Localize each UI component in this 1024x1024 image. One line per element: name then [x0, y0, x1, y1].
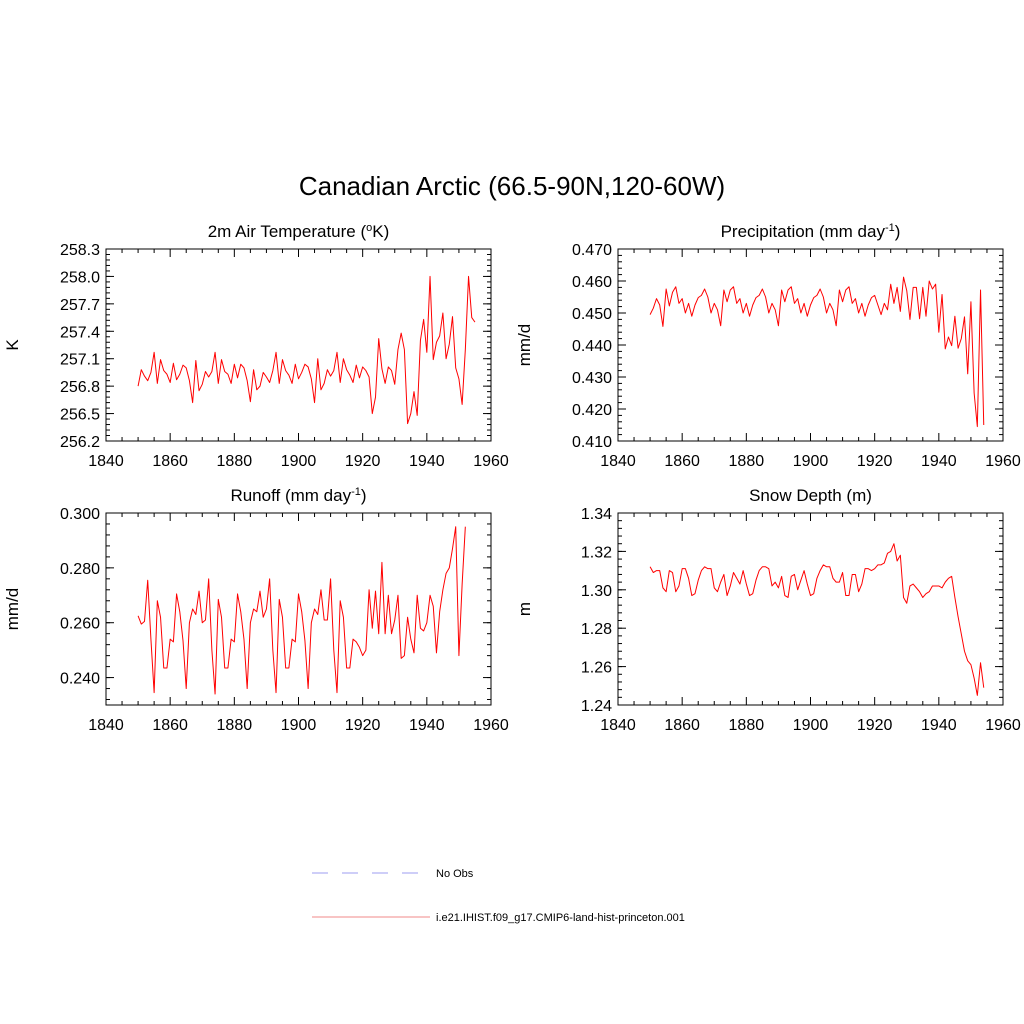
y-axis-label: mm/d [3, 588, 22, 631]
panel-title-sup: -1 [885, 222, 895, 234]
x-tick-label: 1960 [473, 453, 509, 470]
y-tick-label: 1.28 [581, 621, 612, 638]
x-tick-label: 1900 [793, 453, 829, 470]
x-tick-label: 1840 [600, 453, 636, 470]
x-tick-label: 1920 [857, 453, 893, 470]
panel-title: 2m Air Temperature (oK) [208, 222, 390, 241]
y-tick-label: 1.24 [581, 698, 612, 715]
y-tick-label: 258.3 [60, 242, 100, 259]
y-tick-label: 0.430 [572, 370, 612, 387]
panel-title: Runoff (mm day-1) [230, 486, 366, 505]
x-tick-label: 1880 [729, 453, 765, 470]
x-tick-label: 1900 [793, 717, 829, 734]
series-line [649, 543, 985, 696]
x-tick-label: 1860 [664, 453, 700, 470]
x-tick-label: 1840 [88, 717, 124, 734]
y-tick-label: 258.0 [60, 269, 100, 286]
x-tick-label: 1880 [217, 453, 253, 470]
y-tick-label: 0.410 [572, 434, 612, 451]
y-tick-label: 0.460 [572, 274, 612, 291]
legend: No Obs i.e21.IHIST.f09_g17.CMIP6-land-his… [312, 868, 685, 924]
y-tick-label: 1.32 [581, 544, 612, 561]
y-tick-label: 256.2 [60, 434, 100, 451]
panels: 2m Air Temperature (oK) K 1840 1860 1880 1900… [3, 222, 1021, 734]
series-line [137, 526, 466, 695]
y-tick-label: 257.7 [60, 297, 100, 314]
x-tick-label: 1960 [473, 717, 509, 734]
x-tick-label: 1880 [729, 717, 765, 734]
legend-label: No Obs [436, 868, 474, 880]
panel-title-part: Snow Depth (m) [749, 486, 872, 505]
y-tick-label: 257.4 [60, 324, 100, 341]
series-line [137, 275, 476, 425]
panel-4: Snow Depth (m) m 1840 1860 1880 1900 1920 1940 1… [515, 486, 1021, 734]
y-tick-label: 1.34 [581, 506, 612, 523]
legend-entry: No Obs [312, 868, 474, 880]
x-tick-label: 1960 [985, 453, 1021, 470]
y-tick-label: 256.5 [60, 407, 100, 424]
y-tick-label: 0.300 [60, 506, 100, 523]
x-tick-label: 1920 [857, 717, 893, 734]
x-tick-label: 1860 [664, 717, 700, 734]
y-axis-label: m [515, 602, 534, 616]
x-tick-label: 1840 [600, 717, 636, 734]
y-axis-label: K [3, 339, 22, 351]
x-tick-label: 1920 [345, 453, 381, 470]
legend-label: i.e21.IHIST.f09_g17.CMIP6-land-hist-prin… [436, 912, 685, 924]
y-tick-label: 256.8 [60, 379, 100, 396]
panel-1: 2m Air Temperature (oK) K 1840 1860 1880 1900… [3, 222, 509, 470]
panel-title-sup: o [366, 222, 372, 234]
y-tick-label: 0.470 [572, 242, 612, 259]
x-tick-label: 1900 [281, 717, 317, 734]
x-tick-label: 1940 [409, 453, 445, 470]
panel-title: Precipitation (mm day-1) [721, 222, 901, 241]
y-tick-label: 0.260 [60, 616, 100, 633]
series-line [649, 276, 985, 428]
y-tick-label: 0.240 [60, 671, 100, 688]
x-tick-label: 1940 [409, 717, 445, 734]
x-tick-label: 1840 [88, 453, 124, 470]
plot-frame [105, 248, 492, 442]
panel-title-sup: -1 [351, 486, 361, 498]
y-tick-label: 0.440 [572, 338, 612, 355]
x-tick-label: 1940 [921, 717, 957, 734]
y-tick-label: 0.280 [60, 561, 100, 578]
x-tick-label: 1900 [281, 453, 317, 470]
panel-title-part: 2m Air Temperature ( [208, 222, 367, 241]
x-tick-label: 1880 [217, 717, 253, 734]
panel-title-part: K) [372, 222, 389, 241]
panel-title-part: Precipitation (mm day [721, 222, 886, 241]
plot-frame [617, 512, 1004, 706]
y-axis-label: mm/d [515, 324, 534, 367]
panel-title: Snow Depth (m) [749, 486, 872, 505]
x-tick-label: 1860 [152, 717, 188, 734]
panel-3: Runoff (mm day-1) mm/d 1840 1860 1880 1900 192… [3, 486, 509, 734]
x-tick-label: 1960 [985, 717, 1021, 734]
panel-2: Precipitation (mm day-1) mm/d 1840 1860 1880… [515, 222, 1021, 470]
figure-title: Canadian Arctic (66.5-90N,120-60W) [299, 171, 725, 201]
y-tick-label: 0.420 [572, 402, 612, 419]
x-tick-label: 1920 [345, 717, 381, 734]
panel-title-part: ) [361, 486, 367, 505]
x-tick-label: 1860 [152, 453, 188, 470]
legend-entry: i.e21.IHIST.f09_g17.CMIP6-land-hist-prin… [312, 912, 685, 924]
panel-title-part: ) [895, 222, 901, 241]
panel-title-part: Runoff (mm day [230, 486, 351, 505]
y-tick-label: 1.26 [581, 660, 612, 677]
y-tick-label: 257.1 [60, 352, 100, 369]
y-tick-label: 0.450 [572, 306, 612, 323]
y-tick-label: 1.30 [581, 583, 612, 600]
x-tick-label: 1940 [921, 453, 957, 470]
